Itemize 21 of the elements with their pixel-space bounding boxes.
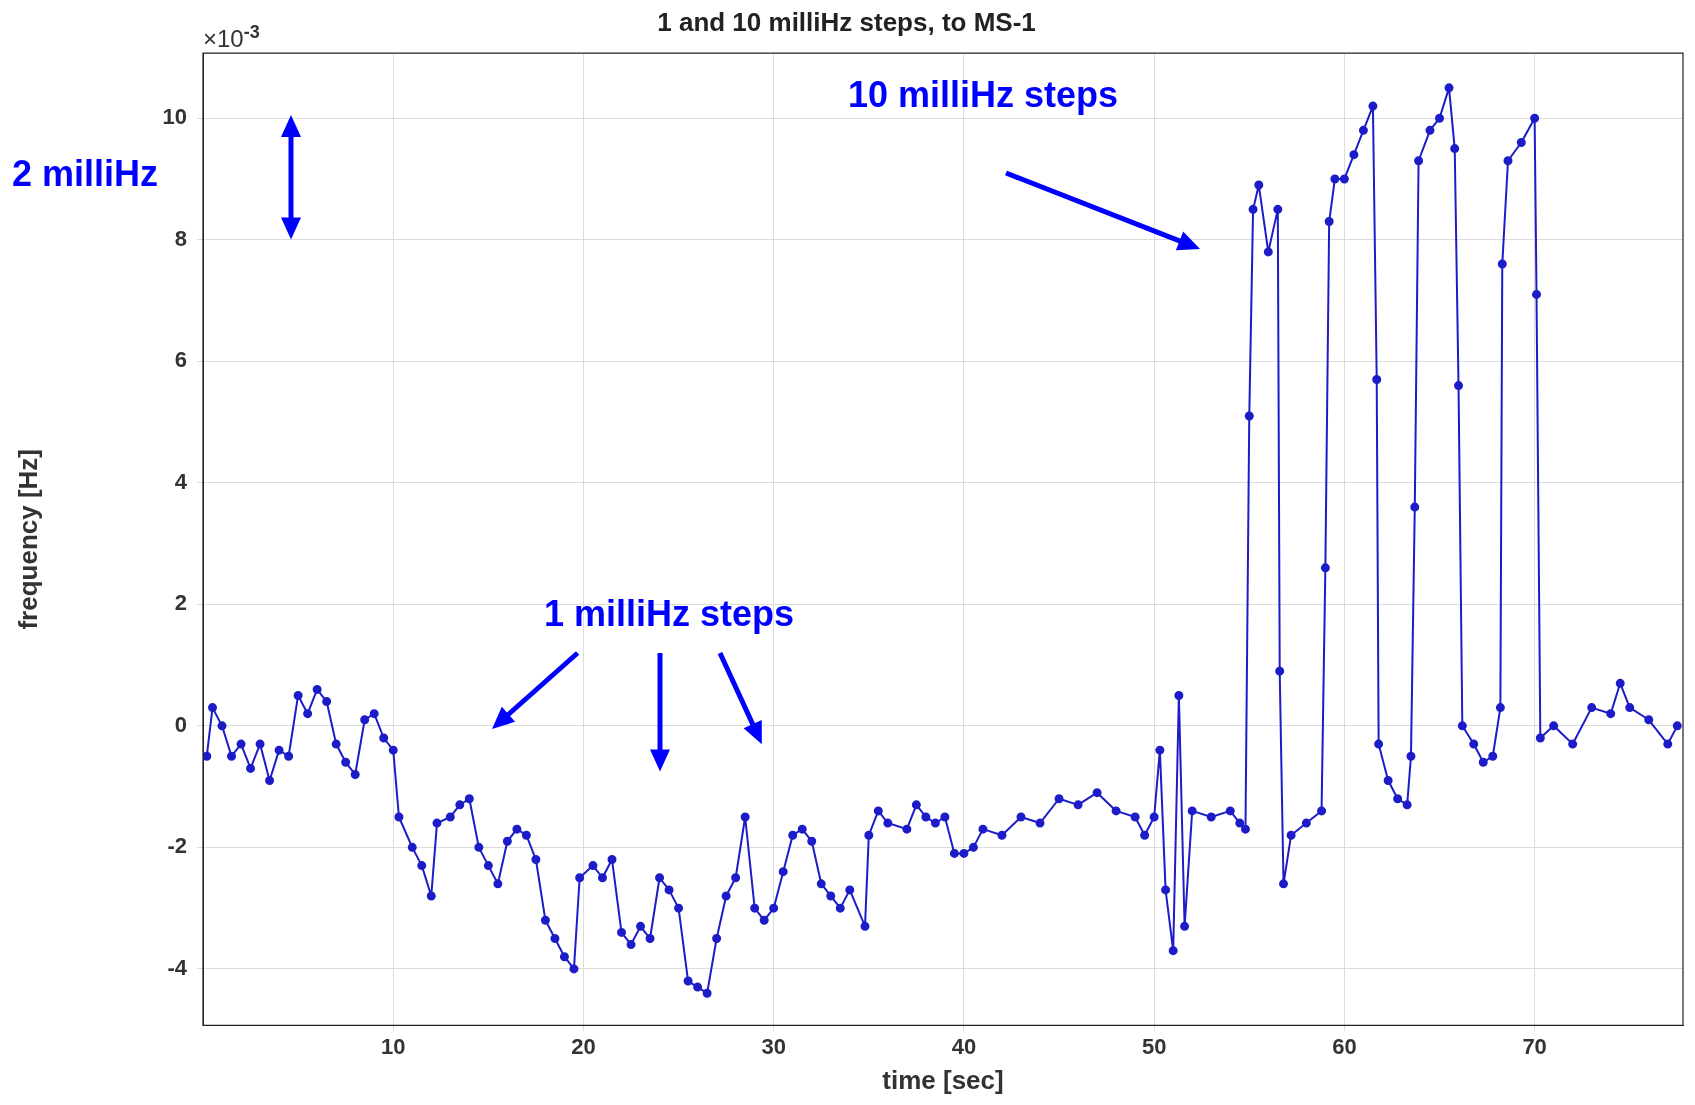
- y-axis-title: frequency [Hz]: [12, 449, 43, 630]
- x-tick-label: 70: [1522, 1033, 1547, 1059]
- y-tick-label: 4: [174, 468, 188, 494]
- annotation: 10 milliHz steps: [847, 73, 1118, 115]
- x-tick-label: 20: [571, 1033, 596, 1059]
- x-tick-label: 60: [1332, 1033, 1357, 1059]
- y-tick-label: 2: [174, 590, 187, 616]
- x-tick-label: 10: [380, 1033, 406, 1059]
- x-tick-label: 30: [761, 1033, 786, 1059]
- x-axis-title: time [sec]: [882, 1064, 1004, 1095]
- y-tick-label: 8: [174, 225, 187, 251]
- text: 2 milliHz: [12, 152, 159, 194]
- y-tick-label: -2: [167, 833, 187, 859]
- x-tick-label: 50: [1141, 1033, 1167, 1059]
- y-tick-label: 6: [174, 347, 187, 373]
- chart-title: 1 and 10 milliHz steps, to MS-1: [657, 6, 1036, 37]
- annotation: 1 milliHz steps: [544, 593, 795, 635]
- y-tick-label: 10: [162, 104, 187, 130]
- x-tick-label: 40: [951, 1033, 977, 1059]
- y-tick-label: 0: [174, 711, 187, 737]
- y-tick-label: -4: [167, 954, 188, 980]
